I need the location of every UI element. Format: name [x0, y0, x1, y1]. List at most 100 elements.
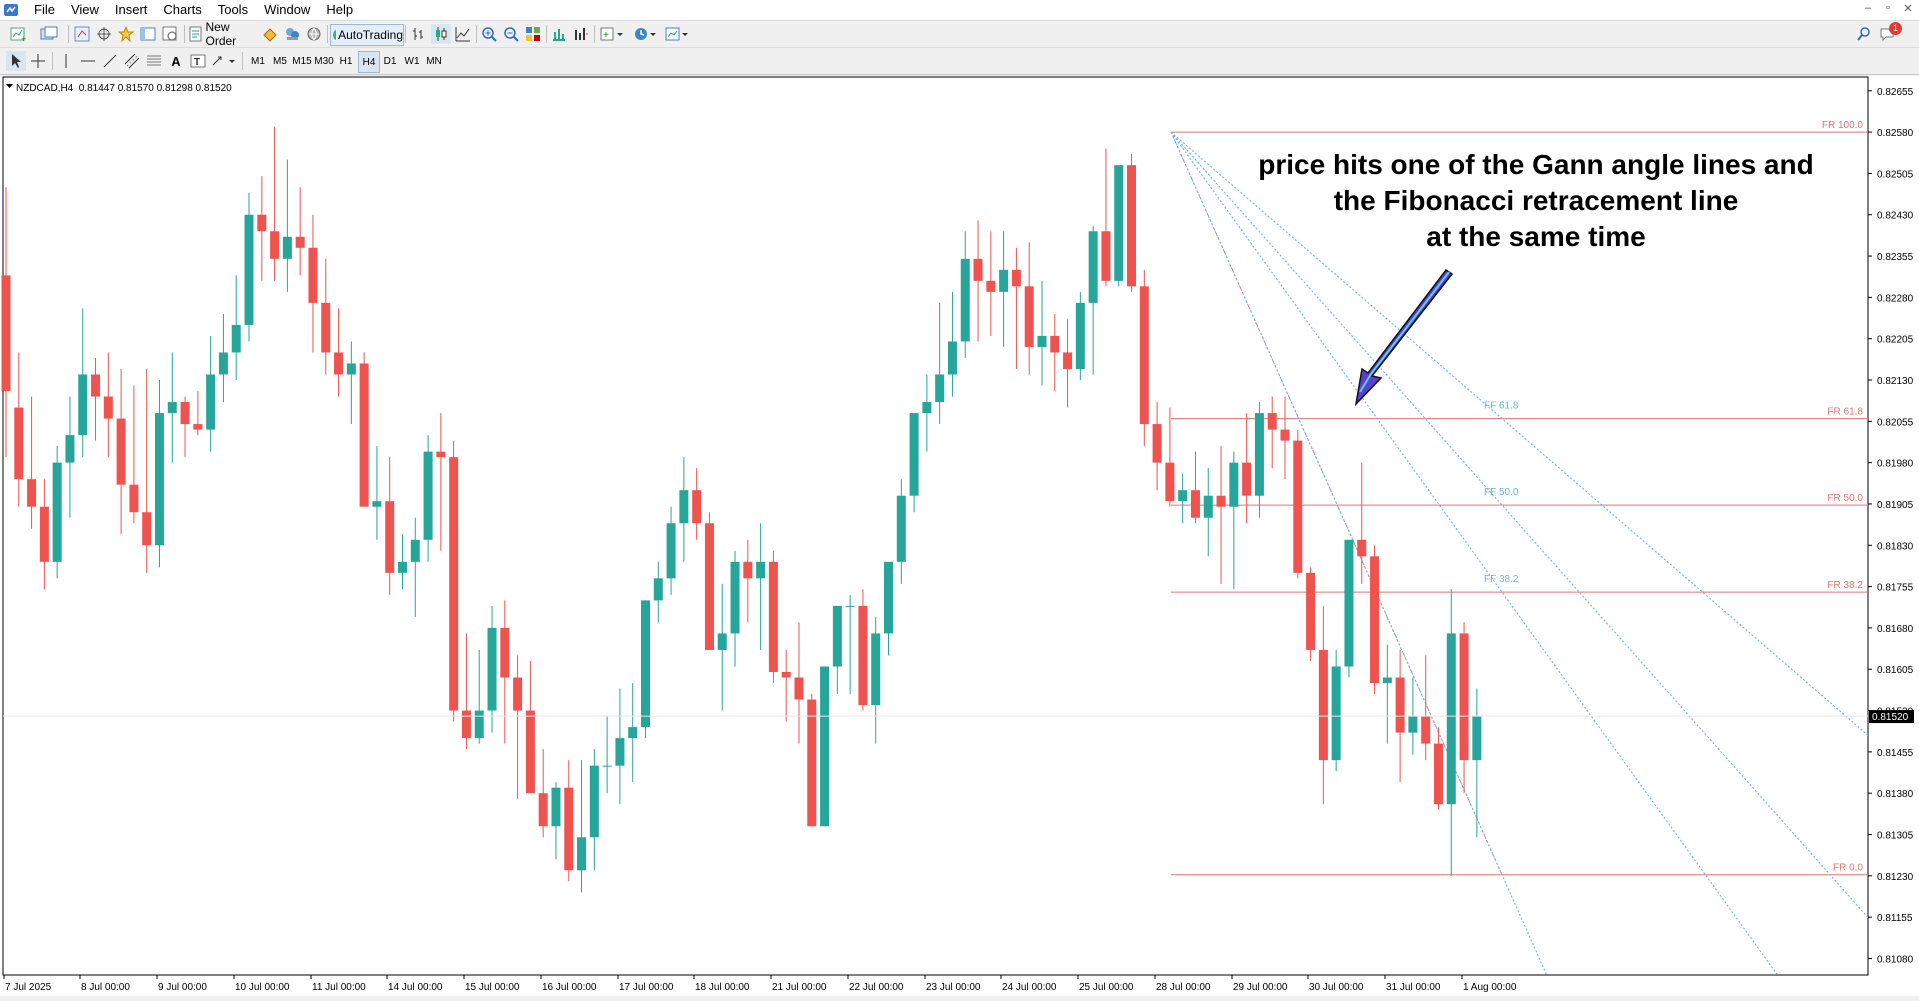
- chart-canvas[interactable]: FR 100.0 FR 61.8 FR 50.0 FR 38.2 FR 0.0 FF 6…: [0, 76, 1919, 996]
- channel-icon: [124, 53, 140, 69]
- signals-button[interactable]: [282, 24, 302, 44]
- profiles-button[interactable]: [36, 24, 62, 44]
- menu-tools[interactable]: Tools: [217, 2, 249, 17]
- menu-charts[interactable]: Charts: [163, 2, 202, 17]
- horizontal-line-button[interactable]: [78, 51, 98, 71]
- candle: [244, 192, 254, 342]
- candle: [577, 760, 587, 893]
- candle-body: [922, 402, 932, 414]
- market-watch-button[interactable]: [72, 24, 92, 44]
- candle-body: [577, 837, 587, 871]
- candlestick-icon: [436, 27, 447, 41]
- candle: [372, 446, 382, 540]
- zoom-out-button[interactable]: [501, 24, 521, 44]
- annotation-line: at the same time: [1426, 221, 1645, 252]
- fan-line[interactable]: [1170, 131, 1778, 976]
- timeframe-m15-button[interactable]: M15: [292, 55, 312, 67]
- timeframe-w1-button[interactable]: W1: [404, 55, 420, 67]
- arrows-button[interactable]: [210, 51, 238, 71]
- auto-scroll-button[interactable]: [549, 24, 569, 44]
- cursor-button[interactable]: [6, 51, 26, 71]
- metaeditor-button[interactable]: [260, 24, 280, 44]
- fibonacci-fan-lines[interactable]: FF 61.8 FF 50.0 FF 38.2: [1170, 131, 1869, 976]
- vertical-line-button[interactable]: [56, 51, 76, 71]
- candle: [832, 605, 842, 695]
- candle-body: [653, 578, 663, 601]
- equidistant-channel-button[interactable]: [122, 51, 142, 71]
- fan-line[interactable]: [1170, 131, 1869, 736]
- chart-window[interactable]: FR 100.0 FR 61.8 FR 50.0 FR 38.2 FR 0.0 FF 6…: [0, 76, 1919, 996]
- periods-button[interactable]: [630, 24, 660, 44]
- templates-button[interactable]: [662, 24, 692, 44]
- candle: [308, 214, 318, 353]
- zoom-in-button[interactable]: [479, 24, 499, 44]
- new-order-button[interactable]: New Order: [188, 20, 258, 48]
- candle: [960, 231, 970, 358]
- time-tick-label: 21 Jul 00:00: [772, 982, 827, 993]
- zoom-in-icon: [482, 27, 497, 42]
- fib-trend-line[interactable]: [1170, 131, 1503, 875]
- zoom-out-icon: [504, 27, 519, 42]
- new-chart-button[interactable]: +: [6, 24, 32, 44]
- line-chart-button[interactable]: [453, 24, 473, 44]
- candle: [1190, 451, 1200, 524]
- timeframe-h1-button[interactable]: H1: [339, 55, 353, 67]
- candle-body: [589, 765, 599, 838]
- timeframe-m1-button[interactable]: M1: [251, 55, 265, 67]
- indicators-button[interactable]: +: [597, 24, 627, 44]
- price-axis[interactable]: 0.82655 0.82580 0.82505 0.82430 0.82355 0.822…: [1868, 87, 1914, 966]
- candle: [487, 605, 497, 733]
- text-button[interactable]: A: [166, 51, 186, 71]
- candle-body: [154, 413, 164, 546]
- menu-view[interactable]: View: [70, 2, 99, 17]
- data-window-button[interactable]: [94, 24, 114, 44]
- search-button[interactable]: [1854, 24, 1874, 44]
- menu-window[interactable]: Window: [264, 2, 311, 17]
- timeframe-h4-button[interactable]: H4: [358, 51, 380, 73]
- candle-body: [884, 561, 894, 634]
- restore-icon[interactable]: ▫: [1886, 2, 1890, 14]
- candle-body: [551, 787, 561, 827]
- bar-chart-button[interactable]: [409, 24, 429, 44]
- menu-help[interactable]: Help: [326, 2, 354, 17]
- text-label-button[interactable]: T: [188, 51, 208, 71]
- market-button[interactable]: [304, 24, 324, 44]
- timeframe-m30-button[interactable]: M30: [314, 55, 334, 67]
- timeframe-d1-button[interactable]: D1: [383, 55, 397, 67]
- autotrading-button[interactable]: AutoTrading: [330, 24, 404, 46]
- price-tick-label: 0.82580: [1877, 128, 1914, 139]
- chart-shift-button[interactable]: [571, 24, 591, 44]
- minimize-icon[interactable]: –: [1864, 2, 1872, 14]
- time-axis[interactable]: 7 Jul 2025 8 Jul 00:00 9 Jul 00:00 10 Jul 0…: [3, 975, 1517, 993]
- candle-body: [103, 396, 113, 419]
- candle-body: [1216, 495, 1226, 507]
- navigator-button[interactable]: [116, 24, 136, 44]
- strategy-tester-button[interactable]: [160, 24, 180, 44]
- candle-body: [1229, 462, 1239, 507]
- close-icon[interactable]: ✕: [1903, 3, 1913, 15]
- candlestick-chart-button[interactable]: [431, 24, 451, 44]
- terminal-button[interactable]: [138, 24, 158, 44]
- tile-windows-button[interactable]: [523, 24, 543, 44]
- fan-line[interactable]: [1170, 131, 1869, 918]
- candle-body: [1, 275, 11, 392]
- text-tool-icon: A: [171, 53, 181, 69]
- candle-body: [909, 413, 919, 496]
- candle: [641, 600, 650, 739]
- menu-insert[interactable]: Insert: [114, 2, 148, 17]
- fibonacci-retracement[interactable]: FR 100.0 FR 61.8 FR 50.0 FR 38.2 FR 0.0: [1170, 120, 1868, 876]
- trendline-button[interactable]: [100, 51, 120, 71]
- notifications-button[interactable]: 1: [1878, 22, 1902, 44]
- menu-file[interactable]: File: [34, 2, 55, 17]
- candle: [295, 187, 305, 276]
- candle-body: [78, 374, 88, 436]
- timeframe-m5-button[interactable]: M5: [273, 55, 287, 67]
- timeframe-mn-button[interactable]: MN: [426, 55, 442, 67]
- candle: [538, 749, 548, 838]
- time-tick-label: 16 Jul 00:00: [542, 982, 597, 993]
- crosshair-button[interactable]: [28, 51, 48, 71]
- candle: [589, 749, 599, 871]
- fibonacci-button[interactable]: [144, 51, 164, 71]
- strategy-tester-icon: [162, 26, 177, 41]
- candle: [78, 308, 88, 458]
